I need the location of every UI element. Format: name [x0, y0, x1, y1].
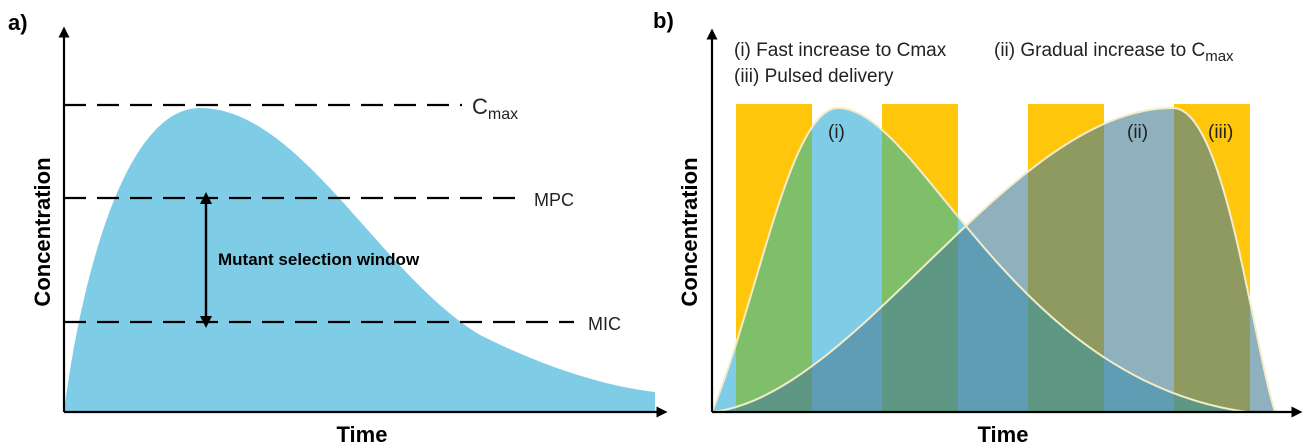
legend-item-gradual: (ii) Gradual increase to Cmax — [994, 40, 1234, 65]
panel-b-x-axis-title: Time — [978, 422, 1029, 446]
panel-a: a) Cmax MPC MIC Mutant selection window … — [8, 10, 668, 446]
curve-label-i: (i) — [828, 122, 845, 143]
mpc-label: MPC — [534, 190, 574, 210]
panel-b-y-axis-title: Concentration — [677, 157, 702, 306]
panel-a-label: a) — [8, 10, 28, 35]
cmax-label: Cmax — [472, 94, 518, 123]
fast-curve-outline — [711, 106, 1248, 413]
concentration-curve — [64, 108, 655, 412]
gradual-curve-outline — [711, 106, 1276, 413]
gradual-increase-curve — [712, 108, 1275, 412]
mic-label: MIC — [588, 314, 621, 334]
panel-b: b) (i) (ii) (iii) (i) Fast increase to C… — [653, 8, 1303, 446]
legend-item-fast: (i) Fast increase to Cmax — [734, 40, 947, 61]
curve-label-iii: (iii) — [1208, 122, 1233, 143]
panel-b-label: b) — [653, 8, 674, 33]
legend-item-pulsed: (iii) Pulsed delivery — [734, 66, 894, 87]
panel-a-x-axis-title: Time — [337, 422, 388, 446]
curve-label-ii: (ii) — [1127, 122, 1148, 143]
selection-window-label: Mutant selection window — [218, 250, 420, 269]
panel-a-y-axis-title: Concentration — [30, 157, 55, 306]
